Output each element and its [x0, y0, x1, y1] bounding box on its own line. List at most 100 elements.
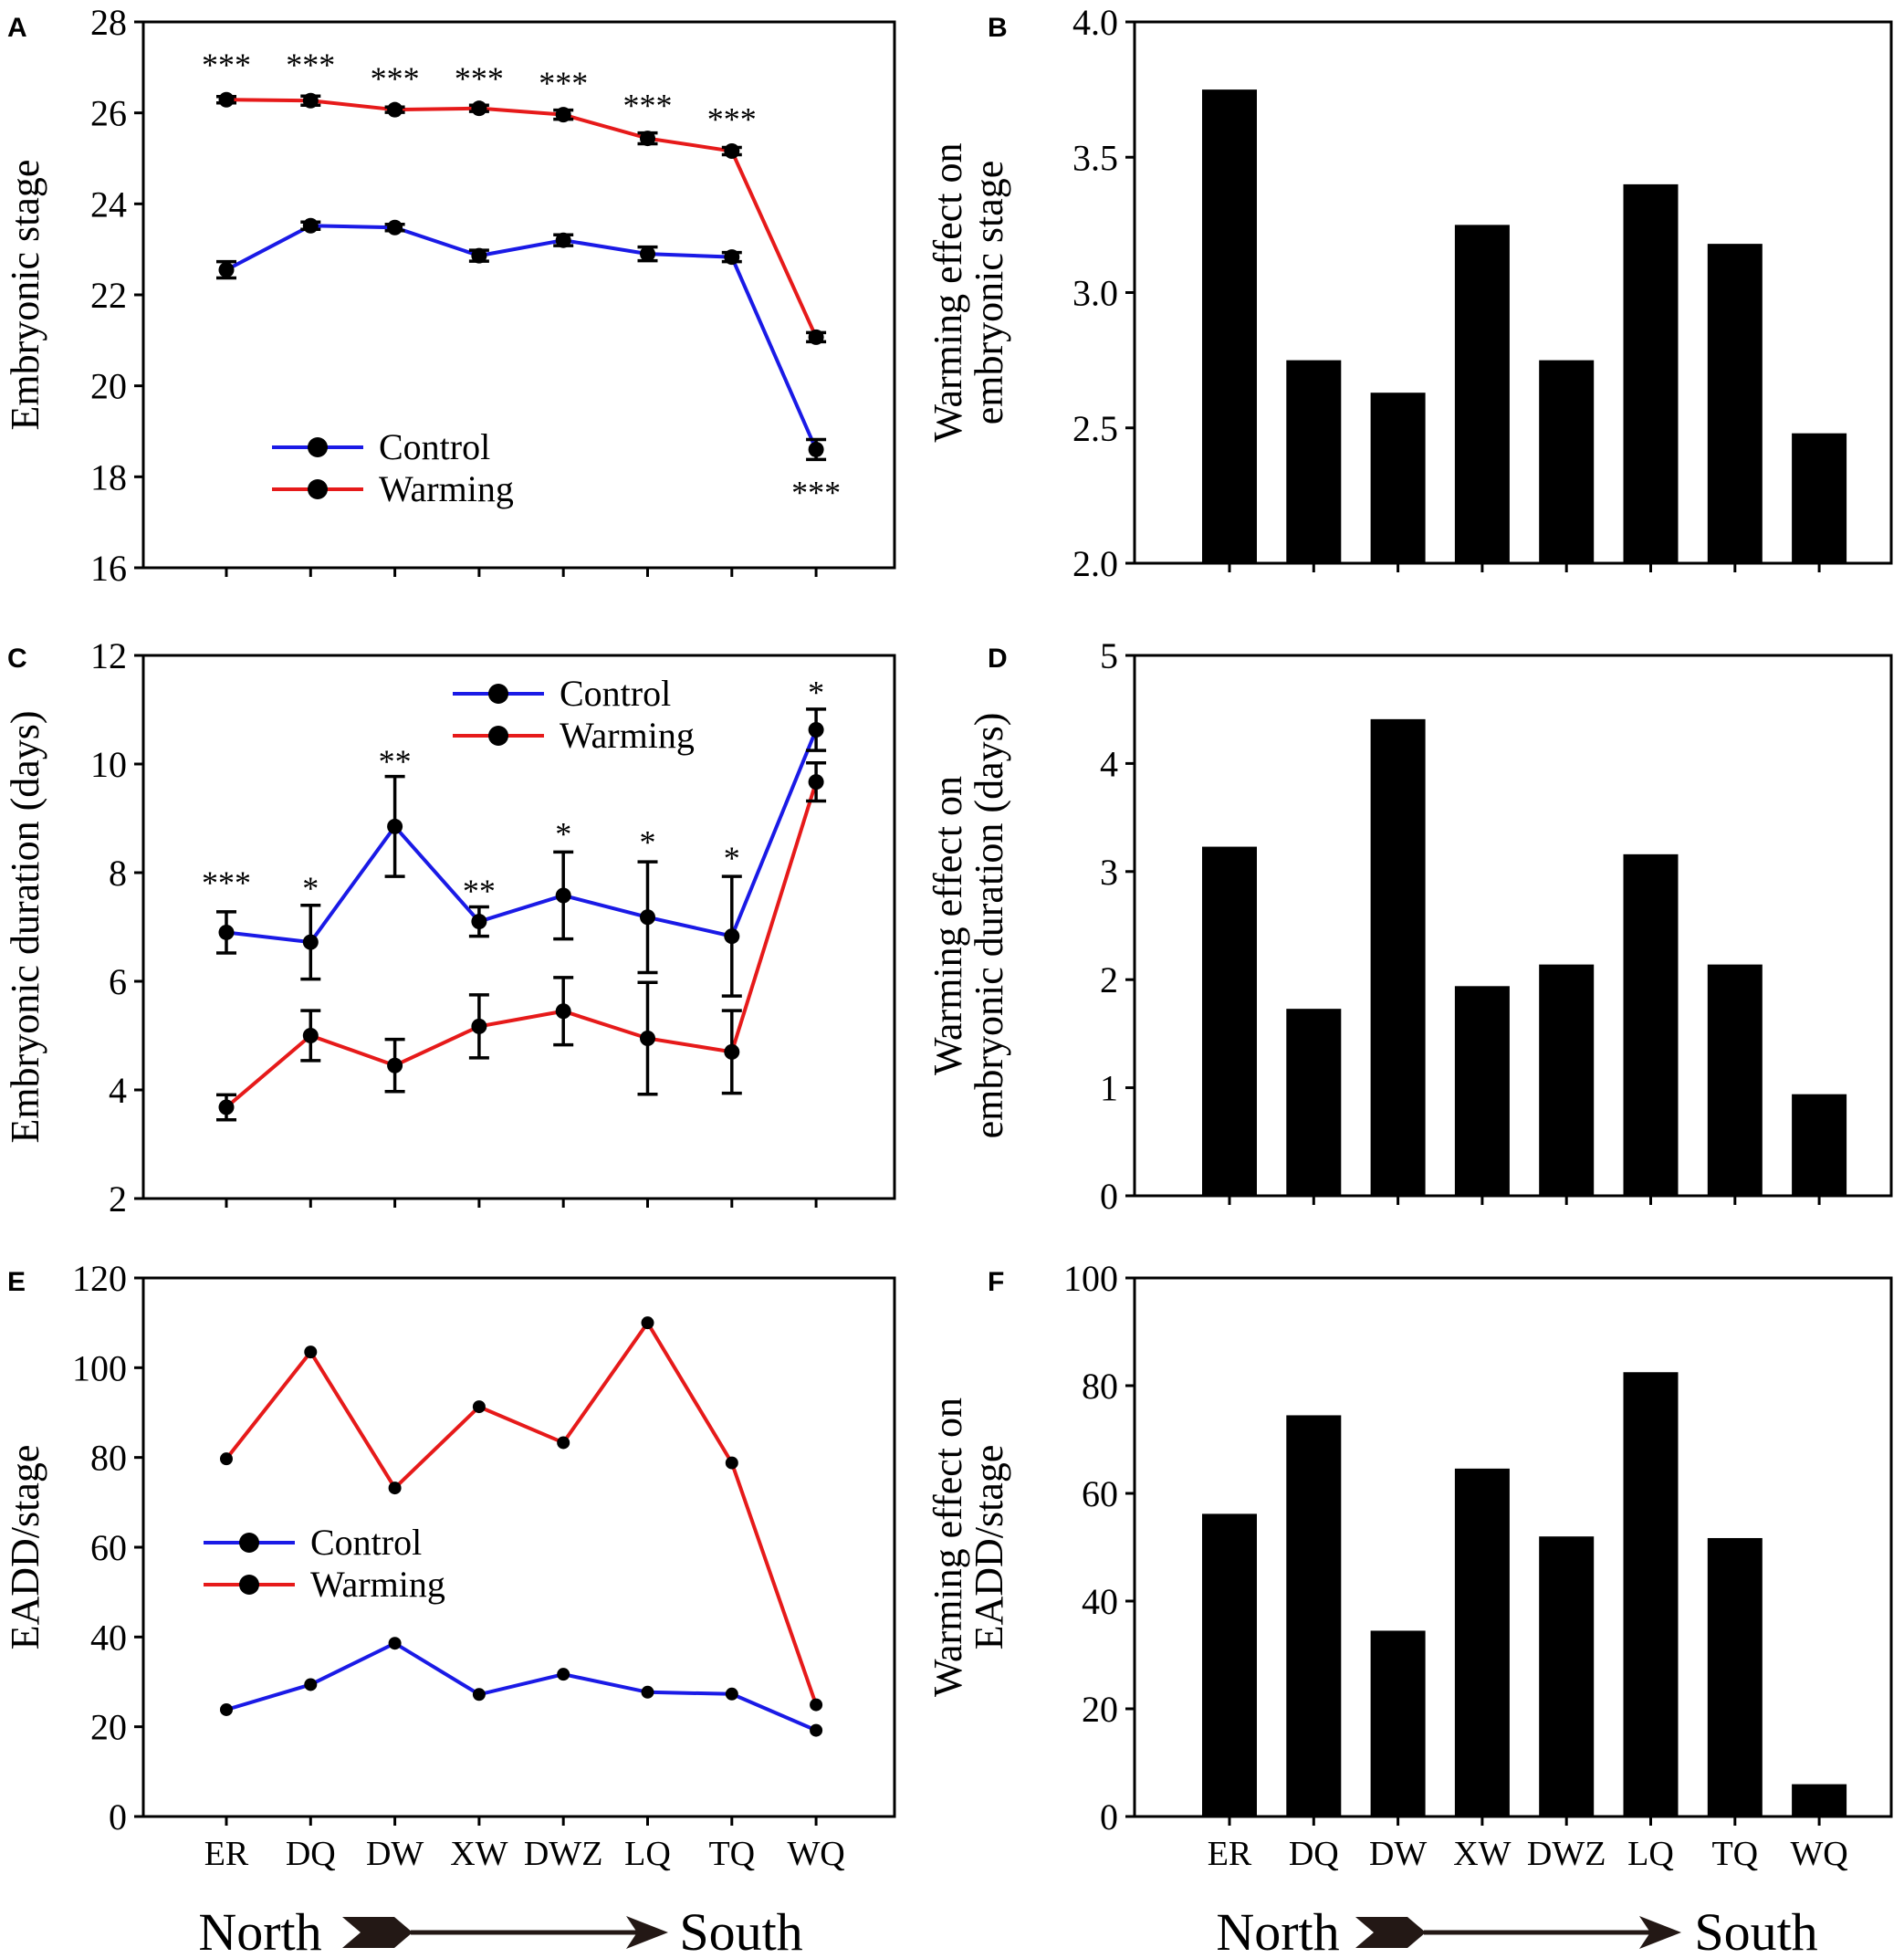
panel-label: A	[7, 13, 27, 43]
control-point-er	[218, 924, 235, 940]
warming-point-er	[218, 91, 235, 108]
x-tick-label: TQ	[708, 1835, 755, 1873]
control-point-xw	[471, 914, 487, 930]
x-tick-label: WQ	[787, 1835, 844, 1873]
control-point-lq	[640, 246, 655, 262]
y-tick-label: 8	[109, 853, 127, 894]
warming-point-tq	[725, 1456, 738, 1470]
y-axis-title: Warming effect on	[926, 1398, 970, 1697]
x-tick-label: DQ	[286, 1835, 336, 1873]
warming-series-line	[225, 98, 818, 339]
plot-frame	[141, 654, 896, 1200]
y-axis-title: embryonic stage	[967, 161, 1011, 425]
direction-north-label: North	[198, 1902, 321, 1958]
y-tick-label: 10	[90, 744, 127, 785]
legend-warming-label: Warming	[560, 715, 695, 756]
control-point-lq	[641, 1685, 654, 1699]
warming-point-er	[218, 1099, 235, 1115]
legend-control-marker	[239, 1533, 259, 1553]
control-point-xw	[472, 1688, 486, 1701]
x-tick-label: DW	[1369, 1835, 1427, 1873]
warming-point-tq	[724, 1043, 740, 1060]
legend-warming-marker	[239, 1575, 259, 1595]
legend-control-label: Control	[560, 673, 671, 714]
bar-dq	[1286, 1415, 1342, 1817]
y-tick-label: 0	[1100, 1796, 1118, 1838]
legend-warming-label: Warming	[310, 1564, 445, 1605]
y-tick-label: 3.0	[1072, 273, 1118, 314]
warming-point-xw	[471, 1018, 487, 1034]
y-tick-label: 100	[1063, 1258, 1118, 1299]
direction-chevron-icon	[1355, 1917, 1426, 1948]
warming-point-wq	[810, 1698, 823, 1712]
warming-series-line	[225, 781, 819, 1109]
direction-south-label: South	[1694, 1902, 1817, 1958]
y-tick-label: 120	[72, 1258, 127, 1299]
warming-point-dw	[388, 1482, 402, 1495]
warming-point-er	[220, 1452, 233, 1466]
control-point-xw	[471, 247, 487, 264]
bar-tq	[1707, 1537, 1763, 1817]
significance-label: ***	[202, 47, 251, 83]
significance-label: ***	[791, 474, 841, 510]
y-tick-label: 5	[1100, 635, 1118, 676]
significance-label: ***	[455, 60, 504, 97]
control-point-dwz	[555, 232, 571, 248]
x-tick-label: ER	[204, 1835, 249, 1873]
bar-dw	[1370, 393, 1426, 563]
x-tick-label: XW	[450, 1835, 507, 1873]
legend-control-label: Control	[310, 1522, 422, 1563]
y-tick-label: 2.0	[1072, 543, 1118, 584]
x-tick-label: DW	[366, 1835, 424, 1873]
bar-lq	[1623, 853, 1679, 1196]
control-series-line	[225, 728, 818, 945]
y-tick-label: 20	[1082, 1689, 1118, 1730]
direction-arrowhead-icon	[626, 1916, 668, 1949]
control-point-lq	[640, 909, 655, 926]
bar-dq	[1286, 360, 1342, 563]
legend-warming-label: Warming	[379, 468, 514, 509]
warming-point-dq	[304, 1345, 318, 1359]
legend-control-label: Control	[379, 426, 490, 467]
control-point-dwz	[557, 1668, 570, 1681]
y-tick-label: 2.5	[1072, 408, 1118, 449]
y-tick-label: 0	[109, 1796, 127, 1838]
y-axis-title: EADD/stage	[3, 1445, 47, 1650]
control-point-dq	[302, 217, 319, 234]
significance-label: **	[463, 873, 496, 909]
bar-dq	[1286, 1009, 1342, 1196]
panel-label: F	[988, 1267, 1004, 1297]
warming-point-lq	[640, 1030, 655, 1046]
bar-wq	[1792, 1094, 1847, 1196]
significance-label: *	[808, 675, 824, 711]
control-series-line	[225, 1640, 817, 1733]
significance-label: ***	[371, 60, 420, 97]
warming-point-dq	[302, 92, 319, 109]
y-tick-label: 4.0	[1072, 2, 1118, 43]
x-tick-label: DQ	[1289, 1835, 1339, 1873]
bar-dwz	[1539, 964, 1595, 1196]
significance-label: ***	[286, 47, 335, 83]
bar-tq	[1707, 244, 1763, 563]
control-point-tq	[724, 928, 740, 945]
control-point-dw	[387, 818, 403, 834]
control-series-line	[225, 224, 818, 451]
significance-label: ***	[202, 864, 251, 901]
warming-point-wq	[808, 329, 824, 345]
x-tick-label: WQ	[1790, 1835, 1847, 1873]
warming-point-dwz	[557, 1436, 570, 1450]
direction-indicator-right: North South	[1216, 1902, 1817, 1958]
y-tick-label: 20	[90, 1707, 127, 1748]
y-tick-label: 6	[109, 961, 127, 1002]
direction-arrowhead-icon	[1639, 1916, 1681, 1949]
y-tick-label: 3	[1100, 852, 1118, 893]
control-point-wq	[810, 1723, 823, 1737]
panel-e: E 0 20 40 60 80 100 120 ER DQ DW XW DWZ LQ TQ WQ EADD/st…	[3, 1258, 896, 1873]
bar-dwz	[1539, 360, 1595, 563]
y-tick-label: 20	[90, 366, 127, 407]
control-point-tq	[725, 1687, 738, 1701]
y-tick-label: 2	[1100, 959, 1118, 1000]
bar-wq	[1792, 1784, 1847, 1817]
plot-frame	[1133, 654, 1893, 1198]
